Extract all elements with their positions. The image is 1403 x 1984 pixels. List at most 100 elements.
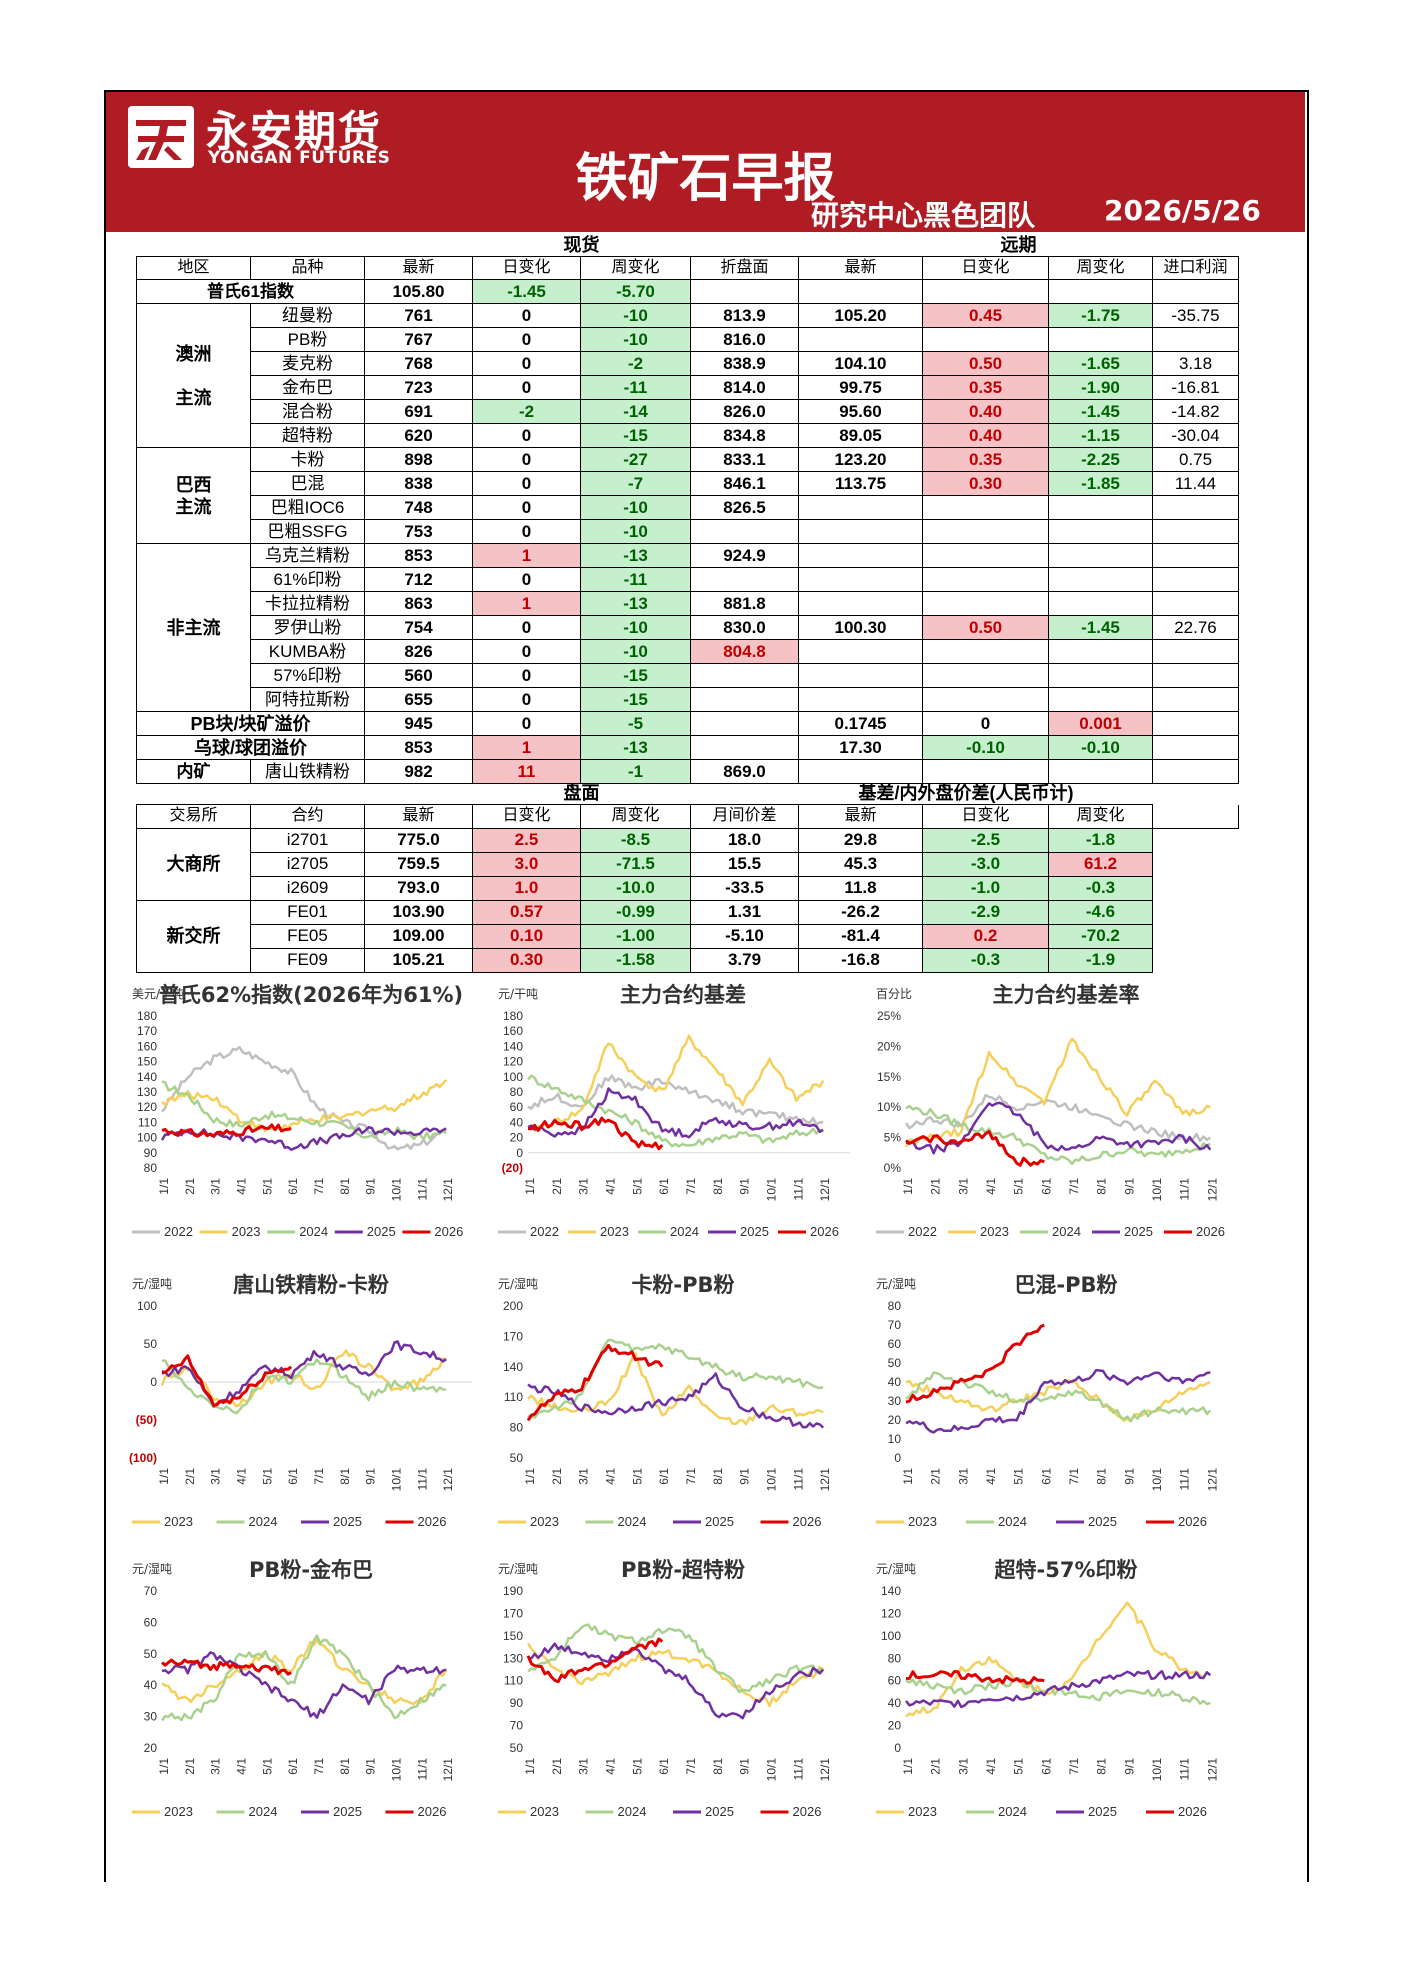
legend-label: 2025 <box>705 1514 734 1529</box>
table-row: FE09 105.21 0.30 -1.58 3.79 -16.8 -0.3 -1.9 <box>137 947 1239 973</box>
chart-9: 元/湿吨 超特-57%印粉 140 120 100 80 60 40 20 0 1/1 2/1 3/1 4… <box>866 1555 1246 1830</box>
chart-title: 超特-57%印粉 <box>995 1558 1138 1582</box>
y-tick-label: 90 <box>144 1146 158 1160</box>
column-header: 最新 <box>364 256 473 280</box>
x-tick-label: 12/1 <box>818 1468 832 1492</box>
x-tick-label: 4/1 <box>984 1758 998 1775</box>
y-tick-label: 20 <box>888 1413 902 1427</box>
forward-day-change: 0.40 <box>922 423 1049 448</box>
premium-week-change: -5 <box>580 711 691 736</box>
y-tick-label: 80 <box>888 1651 902 1665</box>
premium-label: PB块/块矿溢价 <box>136 711 365 736</box>
x-tick-label: 9/1 <box>738 1178 752 1195</box>
column-header: 品种 <box>250 256 365 280</box>
legend-label: 2026 <box>793 1804 822 1819</box>
column-header: 日变化 <box>472 256 581 280</box>
import-profit <box>1152 567 1239 592</box>
empty-cell <box>922 279 1049 304</box>
day-change: 1 <box>472 591 581 616</box>
forward-week-change <box>1048 567 1153 592</box>
disc-price: 834.8 <box>690 423 799 448</box>
empty-cell <box>798 759 923 784</box>
week-change: -10 <box>580 327 691 352</box>
table-row: 混合粉 691 -2 -14 826.0 95.60 0.40 -1.45 -14.82 <box>137 399 1239 424</box>
x-tick-label: 3/1 <box>956 1758 970 1775</box>
table-row: 大商所 i2701 775.0 2.5 -8.5 18.0 29.8 -2.5 -1.8 <box>136 827 1239 901</box>
contract-week-change: -71.5 <box>580 851 691 877</box>
disc-price <box>690 687 799 712</box>
x-tick-label: 1/1 <box>523 1468 537 1485</box>
x-tick-label: 10/1 <box>1150 1468 1164 1492</box>
day-change: 0 <box>472 639 581 664</box>
x-tick-label: 3/1 <box>577 1468 591 1485</box>
chart-svg: 元/湿吨 巴混-PB粉 80 70 60 50 40 30 20 10 01/1 2/1 3/1 4/1 5… <box>876 1273 1219 1529</box>
chart-title: 普氏62%指数(2026年为61%) <box>159 983 463 1007</box>
chart-1: 美元/干吨 普氏62%指数(2026年为61%) 180 170 160 150 140 13… <box>122 980 480 1250</box>
forward-week-change: -1.85 <box>1048 471 1153 496</box>
column-header: 周变化 <box>1048 256 1153 280</box>
day-change: 0 <box>472 615 581 640</box>
legend-label: 2025 <box>1088 1514 1117 1529</box>
x-tick-label: 5/1 <box>630 1758 644 1775</box>
series-line-2024 <box>527 1623 824 1694</box>
chart-7: 元/湿吨 PB粉-金布巴 70 60 50 40 30 20 1/1 2/1 3/1 4/1 5/1 6/… <box>122 1555 480 1830</box>
disc-price: 814.0 <box>690 375 799 400</box>
chart-title: 主力合约基差率 <box>993 983 1140 1007</box>
x-tick-label: 9/1 <box>364 1178 378 1195</box>
x-tick-label: 6/1 <box>286 1178 300 1195</box>
product-name: 61%印粉 <box>250 567 365 592</box>
contract-day-change: 0.10 <box>472 923 581 949</box>
day-change: 1 <box>472 543 581 568</box>
legend-label: 2025 <box>333 1514 362 1529</box>
series-line-2024 <box>161 1358 447 1415</box>
x-tick-label: 5/1 <box>630 1468 644 1485</box>
premium-label: 乌球/球团溢价 <box>136 735 365 760</box>
basis-week-change: -4.6 <box>1048 899 1153 925</box>
column-header: 合约 <box>250 804 365 829</box>
series-line-2026 <box>161 1658 292 1676</box>
y-tick-label: 20 <box>888 1719 902 1733</box>
y-tick-label: 130 <box>503 1651 523 1665</box>
table-row: 新交所 FE01 103.90 0.57 -0.99 1.31 -26.2 -2.9 -4.6 <box>136 899 1239 973</box>
y-tick-label: 40 <box>144 1678 158 1692</box>
x-tick-label: 11/1 <box>415 1758 429 1781</box>
forward-day-change <box>922 495 1049 520</box>
import-profit: 11.44 <box>1152 471 1239 496</box>
forward-week-change: -1.90 <box>1048 375 1153 400</box>
x-tick-label: 7/1 <box>312 1758 326 1775</box>
chart-unit: 元/湿吨 <box>132 1276 172 1291</box>
disc-price: 804.8 <box>690 639 799 664</box>
column-header: 折盘面 <box>690 256 799 280</box>
x-tick-label: 9/1 <box>364 1468 378 1485</box>
legend-label: 2024 <box>618 1804 647 1819</box>
empty-cell <box>1153 828 1239 852</box>
region-label: 非主流 <box>136 543 251 712</box>
y-tick-label: 90 <box>510 1696 524 1710</box>
x-tick-label: 2/1 <box>550 1758 564 1775</box>
premium-latest: 945 <box>364 711 473 736</box>
column-header: 日变化 <box>472 804 581 829</box>
x-tick-label: 12/1 <box>1205 1758 1219 1782</box>
y-tick-label: 100 <box>137 1131 157 1145</box>
futures-table: 盘面 基差/内外盘价差(人民币计) 交易所 合约 最新 日变化 周变化 月间价差 最新 日变化 周变… <box>136 782 1239 973</box>
x-tick-label: 3/1 <box>577 1758 591 1775</box>
day-change: 0 <box>472 567 581 592</box>
x-tick-label: 1/1 <box>901 1758 915 1775</box>
table-row: 麦克粉 768 0 -2 838.9 104.10 0.50 -1.65 3.18 <box>137 351 1239 376</box>
y-tick-label: 150 <box>503 1629 523 1643</box>
empty-cell <box>1153 900 1239 924</box>
series-line-2024 <box>905 1677 1211 1706</box>
chart-title: PB粉-超特粉 <box>621 1558 745 1582</box>
spot-price-table: 现货 远期 地区 品种 最新 日变化 周变化 折盘面 最新 日变化 周变化 进口利润 普氏61指数 105… <box>136 234 1239 784</box>
forward-latest: 123.20 <box>798 447 923 472</box>
y-tick-label: 20% <box>877 1039 901 1053</box>
series-line-2023 <box>527 1352 824 1426</box>
basis-latest: 11.8 <box>798 875 923 901</box>
x-tick-label: 7/1 <box>684 1178 698 1195</box>
y-tick-label: 60 <box>144 1615 158 1629</box>
y-tick-label: 50 <box>144 1647 158 1661</box>
legend-label: 2023 <box>530 1514 559 1529</box>
x-tick-label: 3/1 <box>209 1178 223 1195</box>
x-tick-label: 1/1 <box>157 1468 171 1485</box>
y-tick-label: 150 <box>137 1055 157 1069</box>
